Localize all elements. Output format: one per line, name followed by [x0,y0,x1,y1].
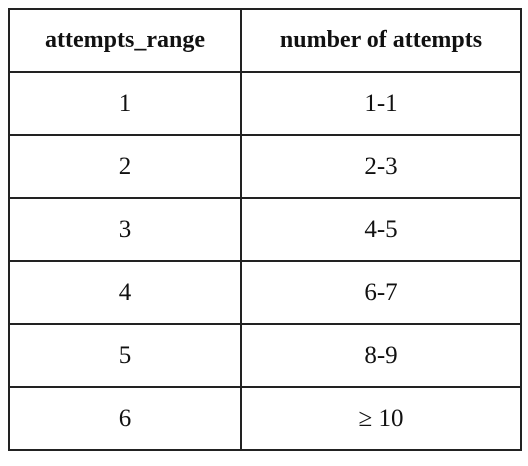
cell-number-of-attempts: 1-1 [240,71,522,136]
table-row: 6 ≥ 10 [8,386,522,451]
cell-number-of-attempts: 8-9 [240,323,522,388]
table-row: 3 4-5 [8,197,522,262]
cell-number-of-attempts: 6-7 [240,260,522,325]
table-row: 1 1-1 [8,71,522,136]
table-row: 4 6-7 [8,260,522,325]
table-row: 5 8-9 [8,323,522,388]
cell-attempts-range: 3 [8,197,242,262]
attempts-table: attempts_range number of attempts 1 1-1 … [8,8,522,451]
header-attempts-range: attempts_range [8,8,242,73]
table-header-row: attempts_range number of attempts [8,8,522,73]
table-row: 2 2-3 [8,134,522,199]
cell-number-of-attempts: ≥ 10 [240,386,522,451]
cell-attempts-range: 4 [8,260,242,325]
cell-number-of-attempts: 4-5 [240,197,522,262]
cell-attempts-range: 1 [8,71,242,136]
header-number-of-attempts: number of attempts [240,8,522,73]
cell-attempts-range: 5 [8,323,242,388]
cell-attempts-range: 2 [8,134,242,199]
cell-attempts-range: 6 [8,386,242,451]
cell-number-of-attempts: 2-3 [240,134,522,199]
